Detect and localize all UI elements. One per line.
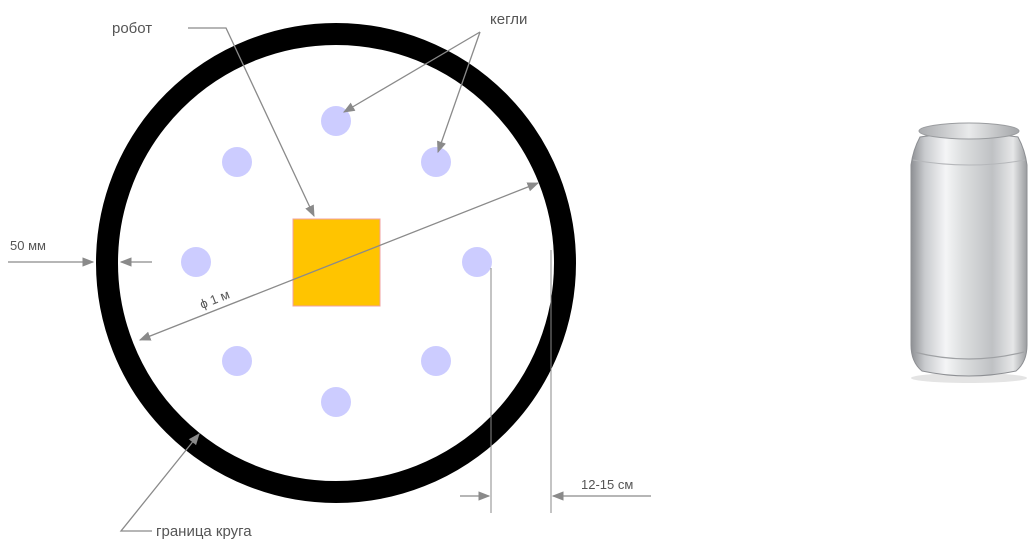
- pin: [462, 247, 492, 277]
- robot-label: робот: [112, 20, 152, 37]
- pin: [222, 346, 252, 376]
- border-leader-arrow: [119, 433, 200, 532]
- pin: [181, 247, 211, 277]
- pin: [321, 106, 351, 136]
- pin: [222, 147, 252, 177]
- pin: [421, 147, 451, 177]
- can-bottom-rim: [913, 351, 1025, 360]
- can-shadow: [911, 373, 1027, 383]
- border-label: граница круга: [156, 523, 252, 540]
- aluminum-can-icon: [910, 122, 1028, 383]
- pin: [421, 346, 451, 376]
- can-body: [910, 132, 1028, 377]
- border-width-label: 50 мм: [10, 238, 46, 253]
- can-shoulder-line: [912, 159, 1026, 166]
- offset-label: 12-15 см: [581, 477, 633, 492]
- can-top: [918, 122, 1020, 140]
- pins-arrow-left: [342, 31, 481, 113]
- robot-leader-arrow: [188, 27, 315, 218]
- pin: [321, 387, 351, 417]
- pins-arrow-right: [437, 31, 481, 154]
- pins-label: кегли: [490, 11, 527, 28]
- diameter-line: [138, 182, 540, 341]
